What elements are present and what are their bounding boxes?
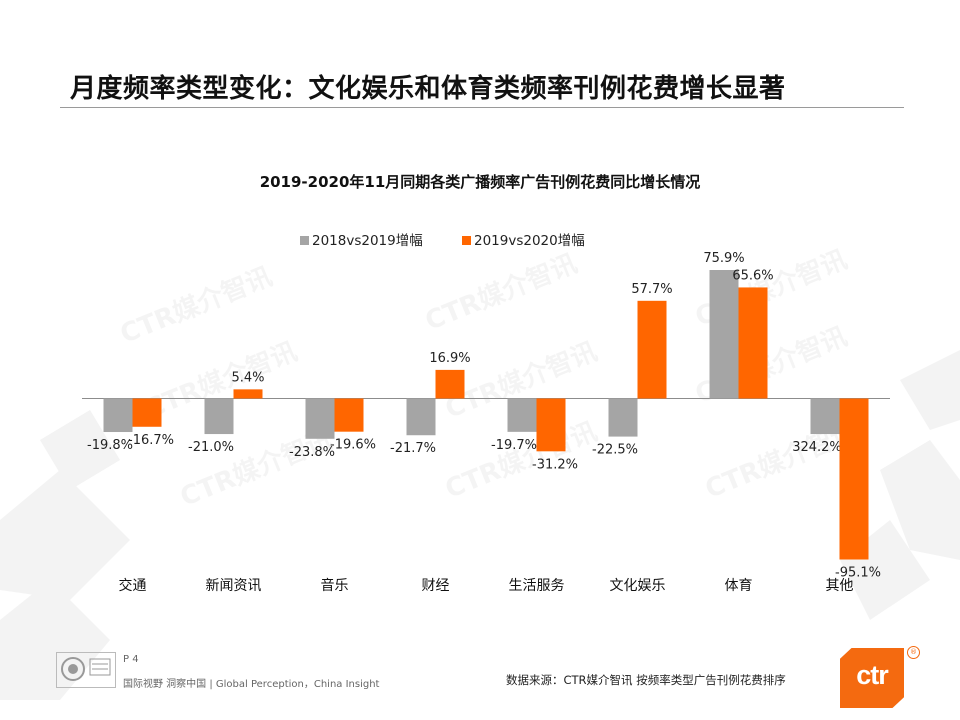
- data-label-2-4: 16.9%: [429, 351, 470, 366]
- bar-2-6: [637, 300, 667, 399]
- legend-label-1: 2018vs2019增幅: [312, 233, 423, 249]
- data-label-2-6: 57.7%: [631, 282, 672, 297]
- bar-1-5: [507, 398, 537, 432]
- legend-swatch-2: [462, 236, 471, 245]
- bar-2-3: [334, 398, 364, 432]
- bar-2-7: [738, 287, 768, 399]
- category-label-6: 文化娱乐: [610, 578, 666, 594]
- ctr-logo: ctr: [840, 648, 904, 708]
- bar-1-1: [103, 398, 133, 433]
- bar-1-8: [810, 398, 840, 435]
- legend-swatch-1: [300, 236, 309, 245]
- legend-label-2: 2019vs2020增幅: [474, 233, 585, 249]
- certification-badges: [56, 652, 116, 688]
- chart-title: 2019-2020年11月同期各类广播频率广告刊例花费同比增长情况: [260, 173, 701, 191]
- bar-1-6: [608, 398, 638, 437]
- footer-slogan: 国际视野 洞察中国 | Global Perception，China Insi…: [123, 679, 380, 690]
- bar-2-5: [536, 398, 566, 452]
- data-label-2-1: -16.7%: [128, 433, 174, 448]
- data-label-2-7: 65.6%: [732, 268, 773, 283]
- title-divider: [60, 107, 904, 108]
- data-label-1-1: -19.8%: [87, 438, 133, 453]
- registered-mark-icon: ®: [907, 646, 920, 659]
- data-label-1-5: -19.7%: [491, 438, 537, 453]
- page-number: P 4: [123, 654, 139, 665]
- logo-text: ctr: [856, 660, 889, 690]
- category-label-2: 新闻资讯: [206, 578, 262, 594]
- data-label-1-2: -21.0%: [188, 440, 234, 455]
- category-label-7: 体育: [725, 578, 753, 594]
- bar-2-1: [132, 398, 162, 427]
- data-source: 数据来源：CTR媒介智讯 按频率类型广告刊例花费排序: [506, 673, 786, 687]
- data-label-2-2: 5.4%: [231, 370, 264, 385]
- bar-2-4: [435, 369, 465, 399]
- bar-2-8: [839, 398, 869, 560]
- page-title: 月度频率类型变化：文化娱乐和体育类频率刊例花费增长显著: [70, 74, 786, 104]
- category-label-3: 音乐: [321, 577, 349, 594]
- category-label-1: 交通: [119, 577, 147, 594]
- data-label-2-5: -31.2%: [532, 457, 578, 472]
- data-label-1-7: 75.9%: [703, 251, 744, 266]
- bar-1-3: [305, 398, 335, 439]
- bar-1-7: [709, 270, 739, 399]
- bar-1-4: [406, 398, 436, 436]
- data-label-2-3: -19.6%: [330, 438, 376, 453]
- data-label-1-8: 324.2%: [792, 440, 842, 455]
- category-label-5: 生活服务: [509, 578, 565, 594]
- category-label-8: 其他: [826, 578, 854, 594]
- bar-2-2: [233, 389, 263, 399]
- bar-chart: 2019-2020年11月同期各类广播频率广告刊例花费同比增长情况 2018vs2…: [82, 173, 890, 594]
- data-label-2-8: -95.1%: [835, 566, 881, 581]
- bar-1-2: [204, 398, 234, 435]
- category-label-4: 财经: [422, 578, 450, 594]
- data-label-1-4: -21.7%: [390, 441, 436, 456]
- data-label-1-6: -22.5%: [592, 443, 638, 458]
- data-label-1-3: -23.8%: [289, 445, 335, 460]
